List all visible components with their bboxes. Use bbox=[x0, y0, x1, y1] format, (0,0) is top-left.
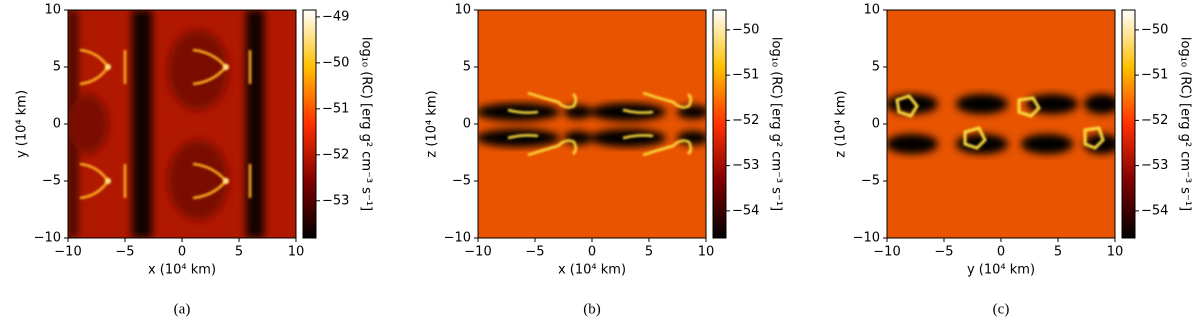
x-tick-label: −5 bbox=[934, 245, 953, 260]
y-tick-label: 0 bbox=[872, 117, 880, 132]
colorbar-tick-label: −50 bbox=[732, 22, 759, 37]
colorbar-tick-label: −53 bbox=[732, 158, 759, 173]
colorbar-tick-label: −51 bbox=[732, 68, 759, 83]
heatmap-image bbox=[887, 10, 1115, 238]
colorbar-tick-label: −53 bbox=[322, 193, 349, 208]
x-tick-label: 5 bbox=[235, 245, 243, 260]
y-tick-label: 0 bbox=[53, 117, 61, 132]
x-tick-label: 0 bbox=[997, 245, 1005, 260]
y-axis-label: y (10⁴ km) bbox=[15, 90, 30, 158]
y-tick-label: 10 bbox=[863, 3, 880, 18]
colorbar bbox=[302, 9, 317, 239]
heatmap-image bbox=[68, 10, 296, 238]
colorbar-tick-label: −53 bbox=[1141, 158, 1168, 173]
y-tick-label: 10 bbox=[44, 3, 61, 18]
colorbar bbox=[1121, 9, 1136, 239]
colorbar-tick-label: −51 bbox=[1141, 68, 1168, 83]
x-tick-label: −5 bbox=[115, 245, 134, 260]
x-tick-label: −10 bbox=[54, 245, 81, 260]
caption: (b) bbox=[583, 301, 601, 317]
x-tick-label: −5 bbox=[525, 245, 544, 260]
y-tick-label: 10 bbox=[454, 3, 471, 18]
colorbar-label: log₁₀ (RC) [erg g² cm⁻³ s⁻¹] bbox=[359, 37, 374, 211]
x-axis-label: y (10⁴ km) bbox=[967, 263, 1035, 278]
y-tick-label: −5 bbox=[42, 174, 61, 189]
x-tick-label: −10 bbox=[873, 245, 900, 260]
y-tick-label: 5 bbox=[872, 60, 880, 75]
x-tick-label: 10 bbox=[288, 245, 305, 260]
y-tick-label: −10 bbox=[444, 231, 471, 246]
colorbar-tick-label: −52 bbox=[322, 147, 349, 162]
x-axis-label: x (10⁴ km) bbox=[148, 263, 216, 278]
colorbar-tick-label: −54 bbox=[732, 203, 759, 218]
y-tick-label: 0 bbox=[463, 117, 471, 132]
caption: (c) bbox=[993, 301, 1010, 317]
colorbar-label: log₁₀ (RC) [erg g² cm⁻³ s⁻¹] bbox=[769, 37, 784, 211]
x-tick-label: 0 bbox=[588, 245, 596, 260]
y-axis-label: z (10⁴ km) bbox=[834, 90, 849, 157]
x-tick-label: 0 bbox=[178, 245, 186, 260]
colorbar-tick-label: −50 bbox=[322, 55, 349, 70]
y-tick-label: −10 bbox=[853, 231, 880, 246]
colorbar-tick-label: −52 bbox=[1141, 113, 1168, 128]
colorbar-tick-label: −50 bbox=[1141, 22, 1168, 37]
x-tick-label: −10 bbox=[464, 245, 491, 260]
caption: (a) bbox=[174, 301, 191, 317]
y-tick-label: −5 bbox=[861, 174, 880, 189]
heatmap-image bbox=[478, 10, 706, 238]
x-tick-label: 10 bbox=[698, 245, 715, 260]
x-tick-label: 5 bbox=[1054, 245, 1062, 260]
y-tick-label: −10 bbox=[34, 231, 61, 246]
colorbar-tick-label: −54 bbox=[1141, 203, 1168, 218]
y-axis-label: z (10⁴ km) bbox=[425, 90, 440, 157]
x-tick-label: 5 bbox=[645, 245, 653, 260]
colorbar-tick-label: −51 bbox=[322, 101, 349, 116]
x-axis-label: x (10⁴ km) bbox=[558, 263, 626, 278]
colorbar-tick-label: −52 bbox=[732, 113, 759, 128]
colorbar-tick-label: −49 bbox=[322, 9, 349, 24]
y-tick-label: 5 bbox=[53, 60, 61, 75]
x-tick-label: 10 bbox=[1107, 245, 1124, 260]
y-tick-label: −5 bbox=[452, 174, 471, 189]
y-tick-label: 5 bbox=[463, 60, 471, 75]
colorbar-label: log₁₀ (RC) [erg g² cm⁻³ s⁻¹] bbox=[1178, 37, 1193, 211]
colorbar bbox=[712, 9, 727, 239]
